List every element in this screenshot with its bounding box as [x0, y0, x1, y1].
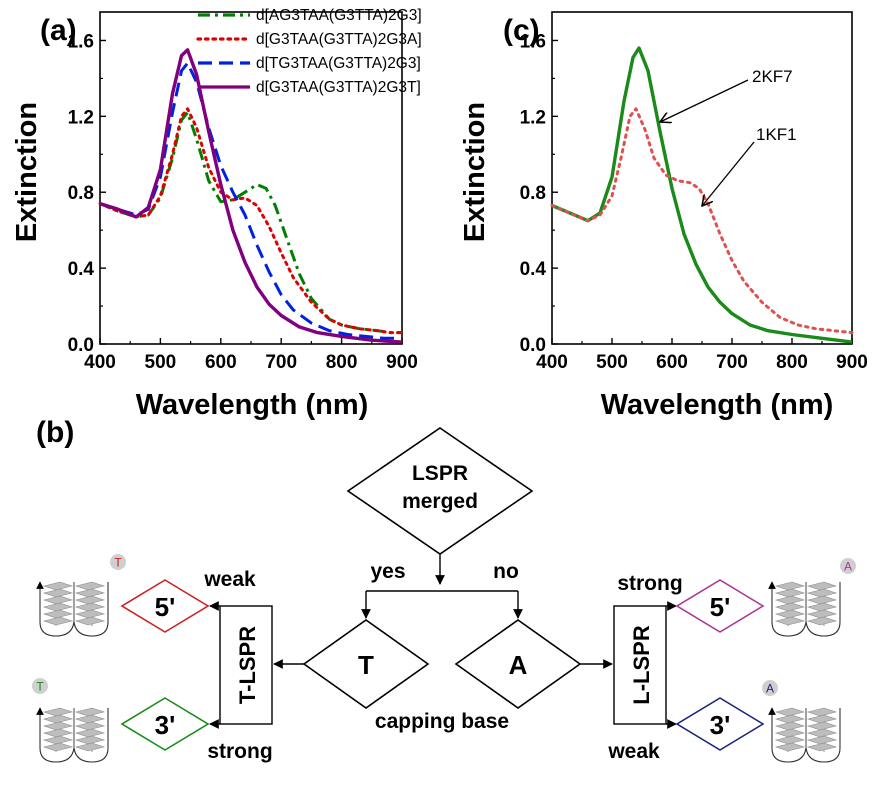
x-tick-label: 400	[84, 352, 116, 373]
legend-entry-3: d[G3TAA(G3TTA)2G3T]	[256, 79, 421, 96]
badge-t-top-letter: T	[114, 556, 122, 570]
chart-a-ylabel: Extinction	[11, 102, 43, 242]
right-5-prime-label: 5'	[710, 592, 731, 622]
x-tick-label: 600	[205, 352, 237, 373]
decision-line-2: merged	[402, 490, 478, 513]
node-t-diamond	[302, 619, 430, 709]
chart-a: (a) Extinction Wavelength (nm) 400 500 600…	[11, 7, 422, 421]
badge-t-top-icon: T	[110, 554, 126, 570]
x-tick-label: 400	[536, 352, 568, 373]
right-3-prime-diamond	[675, 697, 765, 751]
y-tick-label: 0.0	[68, 335, 94, 356]
chart-a-xlabel: Wavelength (nm)	[136, 389, 369, 421]
chart-c-annotations: 2KF7 1KF1	[660, 67, 797, 206]
l-lspr-label: L-LSPR	[629, 625, 654, 705]
t-lspr-bracket	[219, 605, 273, 725]
chart-a-series	[98, 48, 404, 344]
gquadruplex-icon	[36, 581, 109, 637]
y-tick-label: 1.6	[520, 31, 546, 52]
gquadruplex-icon	[768, 581, 841, 637]
right-5-prime-diamond	[675, 579, 765, 633]
y-tick-label: 0.4	[520, 259, 547, 280]
series-line-1	[550, 107, 854, 335]
chart-c-xlabel: Wavelength (nm)	[601, 389, 834, 421]
badge-t-bottom-letter: T	[36, 680, 44, 694]
legend-entry-1: d[G3TAA(G3TTA)2G3A]	[256, 31, 422, 48]
annotation-2kf7-label: 2KF7	[752, 67, 793, 86]
chart-c: (c) Extinction Wavelength (nm) 400 500 600…	[459, 11, 868, 421]
y-tick-label: 0.8	[520, 183, 546, 204]
left-5-prime-label: 5'	[155, 592, 176, 622]
branch-yes-label: yes	[370, 560, 405, 583]
annotation-1kf1-label: 1KF1	[756, 125, 797, 144]
capping-base-caption: capping base	[375, 710, 509, 733]
legend-entry-0: d[AG3TAA(G3TTA)2G3]	[256, 7, 422, 24]
series-line-0	[551, 46, 853, 344]
annotation-arrow-1kf1	[702, 141, 755, 206]
y-tick-label: 1.2	[520, 107, 546, 128]
gquadruplex-icon	[36, 707, 109, 763]
y-tick-label: 0.8	[68, 183, 94, 204]
badge-t-bottom-icon: T	[32, 678, 48, 694]
badge-a-top-letter: A	[844, 560, 852, 574]
panel-label-b: (b)	[36, 416, 74, 449]
series-line-3	[99, 48, 403, 344]
x-tick-label: 800	[326, 352, 358, 373]
node-a-label: A	[509, 650, 528, 680]
panel-label-a: (a)	[40, 14, 77, 47]
badge-a-top-icon: A	[840, 558, 856, 574]
decision-line-1: LSPR	[412, 462, 468, 485]
flowchart-b: (b) LSPR merged yes no T A capping base …	[32, 416, 856, 763]
x-tick-label: 700	[716, 352, 748, 373]
node-a-diamond	[454, 619, 582, 709]
x-tick-label: 500	[596, 352, 628, 373]
y-tick-label: 0.0	[520, 335, 546, 356]
left-5-prime-diamond	[120, 579, 210, 633]
x-tick-label: 700	[265, 352, 297, 373]
panel-label-c: (c)	[503, 14, 540, 47]
annotation-arrow-2kf7	[660, 79, 749, 122]
y-tick-label: 0.4	[68, 259, 95, 280]
gquadruplex-icon	[768, 707, 841, 763]
x-tick-label: 900	[386, 352, 418, 373]
chart-c-ticks: 400 500 600 700 800 900 0.0 0.4 0.8 1.2 1.6	[520, 31, 868, 373]
left-weak-label: weak	[203, 568, 256, 591]
x-tick-label: 900	[836, 352, 868, 373]
chart-c-series	[550, 46, 854, 344]
y-tick-label: 1.2	[68, 107, 94, 128]
badge-a-bottom-icon: A	[762, 680, 778, 696]
branch-no-label: no	[493, 560, 519, 583]
left-strong-label: strong	[207, 740, 272, 763]
l-lspr-bracket	[613, 605, 667, 725]
series-line-2	[99, 61, 402, 340]
right-strong-label: strong	[617, 572, 682, 595]
chart-c-ylabel: Extinction	[459, 102, 491, 242]
badge-a-bottom-letter: A	[766, 682, 774, 696]
chart-a-legend: d[AG3TAA(G3TTA)2G3] d[G3TAA(G3TTA)2G3A] d[…	[196, 7, 422, 96]
chart-c-frame	[551, 11, 853, 345]
t-lspr-label: T-LSPR	[235, 626, 260, 704]
x-tick-label: 800	[776, 352, 808, 373]
chart-a-ticks: 400 500 600 700 800 900 0.0 0.4 0.8 1.2 1.6	[68, 31, 418, 373]
right-3-prime-label: 3'	[710, 710, 731, 740]
x-tick-label: 500	[145, 352, 177, 373]
left-3-prime-diamond	[120, 697, 210, 751]
x-tick-label: 600	[656, 352, 688, 373]
left-3-prime-label: 3'	[155, 710, 176, 740]
right-weak-label: weak	[607, 740, 660, 763]
series-line-0	[99, 111, 402, 335]
legend-entry-2: d[TG3TAA(G3TTA)2G3]	[256, 55, 421, 72]
y-tick-label: 1.6	[68, 31, 94, 52]
series-line-1	[98, 107, 404, 335]
node-t-label: T	[358, 650, 374, 680]
